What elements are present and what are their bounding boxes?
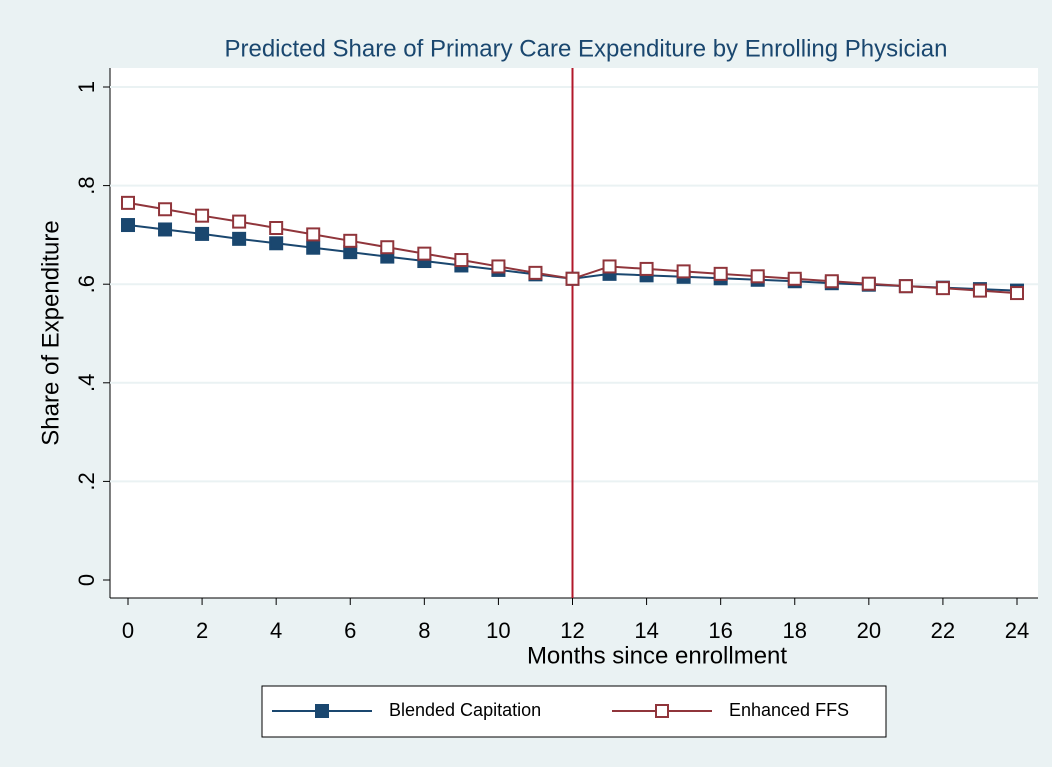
marker bbox=[232, 214, 247, 229]
y-tick-label: .8 bbox=[74, 176, 99, 194]
marker bbox=[158, 222, 173, 237]
marker bbox=[232, 231, 247, 246]
y-tick-label: 0 bbox=[74, 574, 99, 586]
marker bbox=[750, 269, 765, 284]
marker bbox=[417, 246, 432, 261]
marker bbox=[639, 261, 654, 276]
x-tick-label: 10 bbox=[486, 618, 510, 643]
marker bbox=[343, 245, 358, 260]
x-tick-label: 14 bbox=[634, 618, 658, 643]
marker bbox=[158, 202, 173, 217]
marker bbox=[824, 274, 839, 289]
x-tick-label: 12 bbox=[560, 618, 584, 643]
x-tick-label: 4 bbox=[270, 618, 282, 643]
marker bbox=[195, 226, 210, 241]
marker bbox=[972, 283, 987, 298]
marker bbox=[565, 271, 580, 286]
plot-area bbox=[110, 68, 1038, 598]
marker bbox=[528, 265, 543, 280]
marker bbox=[787, 271, 802, 286]
x-tick-label: 24 bbox=[1005, 618, 1029, 643]
legend-label: Enhanced FFS bbox=[729, 700, 849, 720]
marker bbox=[195, 208, 210, 223]
x-tick-label: 8 bbox=[418, 618, 430, 643]
x-tick-label: 20 bbox=[857, 618, 881, 643]
marker bbox=[121, 218, 135, 233]
chart-title: Predicted Share of Primary Care Expendit… bbox=[224, 35, 947, 62]
legend-marker bbox=[655, 704, 669, 718]
y-tick-label: .4 bbox=[74, 374, 99, 392]
x-tick-label: 6 bbox=[344, 618, 356, 643]
marker bbox=[306, 240, 321, 255]
x-tick-label: 2 bbox=[196, 618, 208, 643]
y-axis-title: Share of Expenditure bbox=[37, 220, 64, 445]
y-tick-label: .2 bbox=[74, 472, 99, 490]
legend-label: Blended Capitation bbox=[389, 700, 541, 720]
marker bbox=[1010, 286, 1024, 301]
marker bbox=[380, 240, 395, 255]
x-tick-label: 18 bbox=[783, 618, 807, 643]
marker bbox=[898, 279, 913, 294]
marker bbox=[306, 227, 321, 242]
marker bbox=[935, 281, 950, 296]
y-tick-label: 1 bbox=[74, 81, 99, 93]
x-axis-title: Months since enrollment bbox=[527, 642, 787, 669]
marker bbox=[491, 259, 506, 274]
marker bbox=[121, 195, 135, 210]
x-tick-label: 16 bbox=[708, 618, 732, 643]
marker bbox=[343, 233, 358, 248]
marker bbox=[269, 236, 284, 251]
marker bbox=[269, 220, 284, 235]
x-tick-label: 22 bbox=[931, 618, 955, 643]
marker bbox=[454, 253, 469, 268]
y-tick-label: .6 bbox=[74, 275, 99, 293]
marker bbox=[713, 266, 728, 281]
legend-marker bbox=[315, 704, 329, 718]
marker bbox=[861, 276, 876, 291]
x-tick-label: 0 bbox=[122, 618, 134, 643]
marker bbox=[676, 264, 691, 279]
marker bbox=[602, 259, 617, 274]
